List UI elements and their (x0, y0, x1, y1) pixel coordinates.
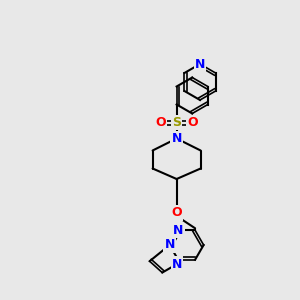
Text: N: N (173, 224, 183, 237)
Text: O: O (171, 206, 182, 220)
Text: O: O (155, 116, 166, 129)
Text: N: N (195, 58, 205, 70)
Text: N: N (172, 258, 182, 271)
Text: O: O (187, 116, 198, 129)
Text: N: N (164, 238, 175, 251)
Text: N: N (171, 132, 182, 145)
Text: S: S (172, 116, 181, 129)
